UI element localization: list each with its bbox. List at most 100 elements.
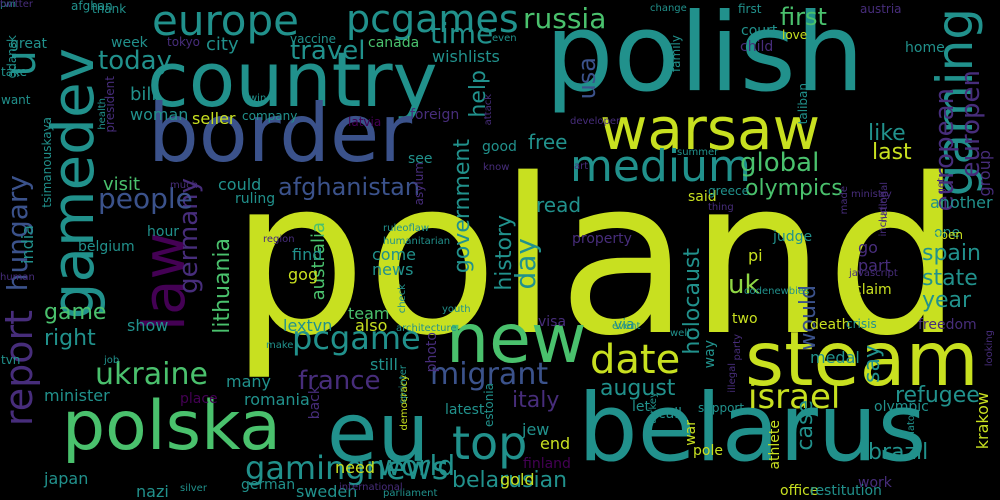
word-gdansk: gdansk xyxy=(5,35,19,79)
word-win: win xyxy=(249,93,267,104)
word-pi: pi xyxy=(748,246,763,265)
word-call: call xyxy=(658,406,683,422)
word-global: global xyxy=(740,148,820,178)
word-place: place xyxy=(180,391,218,407)
word-region: region xyxy=(263,234,295,245)
word-find: find xyxy=(292,245,323,264)
word-office: office xyxy=(780,483,819,499)
word-want: want xyxy=(1,93,31,107)
word-ukraine: ukraine xyxy=(95,357,208,392)
word-national: national xyxy=(879,182,890,223)
word-polish: polish xyxy=(545,0,865,116)
word-come: come xyxy=(372,245,417,264)
word-india: india xyxy=(18,225,37,264)
word-brazil: brazil xyxy=(868,440,929,465)
word-medium: medium xyxy=(570,141,751,192)
word-city: city xyxy=(206,34,239,55)
word-russia: russia xyxy=(523,2,607,35)
word-youth: youth xyxy=(442,304,471,315)
word-support: support xyxy=(698,401,745,415)
word-first: first xyxy=(738,2,762,16)
word-well: well xyxy=(670,328,690,339)
word-august: august xyxy=(600,376,676,401)
word-ministry: ministry xyxy=(851,189,892,200)
word-pm: pm xyxy=(0,0,17,10)
word-photo: photo xyxy=(424,332,440,373)
word-another: another xyxy=(930,193,993,212)
word-check: check xyxy=(397,284,408,314)
word-also: also xyxy=(355,316,388,335)
word-gamingnews: gamingnews xyxy=(245,449,449,487)
word-belgium: belgium xyxy=(78,239,135,255)
word-could: could xyxy=(218,175,262,194)
word-athlete: athlete xyxy=(767,420,783,470)
word-parliament: parliament xyxy=(383,488,438,499)
word-visa: visa xyxy=(538,314,567,330)
word-estonia: estonia xyxy=(482,383,496,427)
word-tvn: tvn xyxy=(1,353,21,367)
word-company: company xyxy=(242,109,298,123)
word-today: today xyxy=(98,46,172,76)
word-report: report xyxy=(0,310,41,427)
word-bill: bill xyxy=(130,84,157,105)
word-change: change xyxy=(650,3,687,14)
word-medal: medal xyxy=(810,348,860,367)
word-polska: polska xyxy=(62,387,281,466)
word-steam: steam xyxy=(745,315,979,403)
word-crisis: crisis xyxy=(846,317,877,331)
word-first: first xyxy=(780,3,827,31)
word-team: team xyxy=(348,304,390,323)
word-party: party xyxy=(732,334,743,361)
word-people: people xyxy=(98,182,193,215)
word-world: world xyxy=(378,449,456,482)
word-good: good xyxy=(482,139,517,155)
word-get: get xyxy=(936,178,947,195)
word-illegal: illegal xyxy=(727,363,738,393)
word-freedom: freedom xyxy=(918,317,977,333)
word-need: need xyxy=(335,458,375,477)
word-afghan: afghan xyxy=(71,0,113,13)
word-let: let xyxy=(632,399,650,415)
word-romania: romania xyxy=(244,390,310,409)
word-latest: latest xyxy=(445,402,485,418)
word-state: state xyxy=(922,266,978,291)
word-history: history xyxy=(492,215,517,291)
word-see: see xyxy=(408,151,433,167)
word-usa: usa xyxy=(573,57,601,100)
word-court: court xyxy=(741,23,778,39)
word-refugee: refugee xyxy=(895,383,980,408)
word-ruling: ruling xyxy=(235,191,276,207)
word-way: way xyxy=(702,340,718,369)
word-uk: uk xyxy=(728,270,760,300)
word-much: much xyxy=(170,180,198,191)
word-german: german xyxy=(241,477,296,493)
word-pcgame: pcgame xyxy=(292,319,421,357)
word-attack: attack xyxy=(483,94,494,126)
word-open: open xyxy=(933,228,963,242)
word-human: human xyxy=(0,272,35,283)
word-thank: thank xyxy=(92,2,127,16)
word-end: end xyxy=(540,434,571,453)
word-nato: nato xyxy=(906,415,917,438)
word-asylum: asylum xyxy=(412,162,426,206)
word-nazi: nazi xyxy=(136,482,169,500)
word-sweden: sweden xyxy=(296,482,358,500)
word-looking: looking xyxy=(984,330,995,367)
word-gold: gold xyxy=(500,470,535,489)
word-art: art xyxy=(574,161,589,172)
word-one: one xyxy=(934,225,961,241)
word-japan: japan xyxy=(44,469,89,488)
word-two: two xyxy=(732,311,758,327)
word-lithuania: lithuania xyxy=(210,238,235,334)
word-summer: summer xyxy=(677,147,719,158)
word-made: made xyxy=(839,186,850,215)
word-israel: israel xyxy=(748,377,841,417)
word-back: back xyxy=(307,386,323,420)
word-finland: finland xyxy=(523,456,571,472)
word-even: even xyxy=(492,33,517,44)
word-woman: woman xyxy=(130,105,189,124)
word-job: job xyxy=(104,355,120,366)
word-war: war xyxy=(683,420,699,446)
word-wishlists: wishlists xyxy=(432,47,500,66)
word-tsimanouskaya: tsimanouskaya xyxy=(40,117,54,208)
